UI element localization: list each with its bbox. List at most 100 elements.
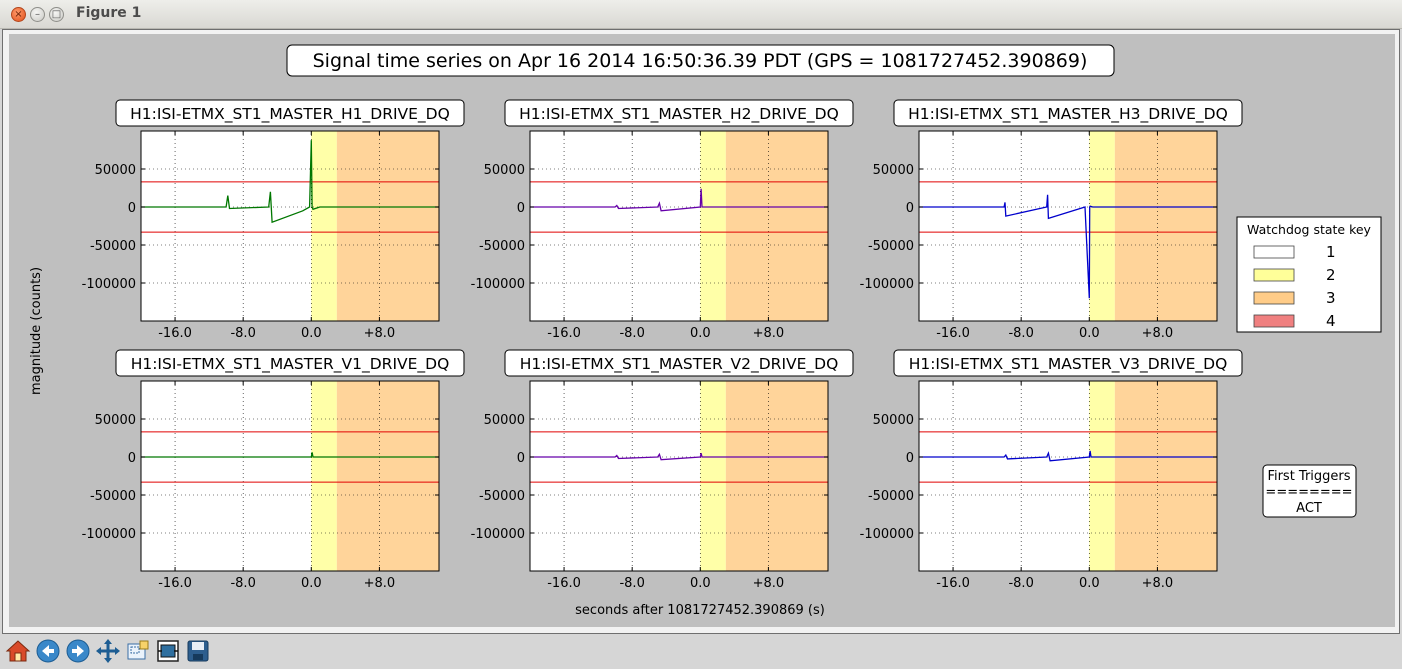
legend-swatch-1 [1253,245,1295,259]
home-button[interactable] [5,638,31,664]
x-tick-label: +8.0 [364,576,396,591]
state-span-3 [1114,381,1217,571]
state-span-2 [1089,381,1115,571]
watchdog-legend: Watchdog state key 1 2 3 4 [1236,216,1382,333]
y-tick-label: -100000 [860,527,914,542]
axes-frame [529,130,829,322]
forward-arrow-icon [66,639,90,663]
window-title: Figure 1 [76,5,142,21]
signal-trace [530,188,828,212]
x-tick-label: +8.0 [364,326,396,341]
maximize-button[interactable]: □ [49,7,64,22]
x-tick-label: -16.0 [158,576,192,591]
y-tick-label: 0 [128,451,136,466]
state-span-3 [336,131,439,321]
subplot-4: -16.0 -8.0 0.0 +8.0 50000 0 -50000 -100000 H1:IS… [82,349,465,591]
subplots-button[interactable] [155,638,181,664]
state-span-2 [311,381,337,571]
subplot-3: -16.0 -8.0 0.0 +8.0 50000 0 -50000 -100000 H1:IS… [860,99,1243,341]
pan-icon [96,639,120,663]
x-tick-label: -16.0 [547,326,581,341]
signal-trace [919,450,1217,462]
subplot-title-box [504,349,854,377]
x-tick-label: -16.0 [936,576,970,591]
y-tick-label: -100000 [471,277,525,292]
y-tick-label: -50000 [479,239,525,254]
legend-label-4: 4 [1326,312,1336,330]
navigation-toolbar [0,634,1402,669]
subplot-5: -16.0 -8.0 0.0 +8.0 50000 0 -50000 -100000 H1:IS… [471,349,854,591]
first-triggers-box: First Triggers ======== ACT [1262,464,1357,518]
subplot-grid: -16.0 -8.0 0.0 +8.0 50000 0 -50000 -100000 H1:IS… [82,99,1243,591]
y-tick-label: -100000 [860,277,914,292]
first-triggers-value: ACT [1296,501,1322,516]
axes-frame [140,130,440,322]
legend-swatch-4 [1253,314,1295,328]
signal-trace [141,452,439,458]
subplot-title: H1:ISI-ETMX_ST1_MASTER_H2_DRIVE_DQ [519,105,839,124]
back-button[interactable] [35,638,61,664]
x-tick-label: -16.0 [547,576,581,591]
x-tick-label: -16.0 [158,326,192,341]
zoom-button[interactable] [125,638,151,664]
subplot-2: -16.0 -8.0 0.0 +8.0 50000 0 -50000 -100000 H1:IS… [471,99,854,341]
y-tick-label: 0 [128,201,136,216]
forward-button[interactable] [65,638,91,664]
save-icon [187,640,209,662]
subplot-title: H1:ISI-ETMX_ST1_MASTER_V1_DRIVE_DQ [131,355,450,374]
x-tick-label: 0.0 [301,576,322,591]
axes-frame [140,380,440,572]
signal-trace [919,194,1217,299]
first-triggers-frame [1262,464,1357,518]
suptitle: Signal time series on Apr 16 2014 16:50:… [313,50,1088,72]
y-tick-label: 50000 [95,163,136,178]
legend-swatch-2 [1253,268,1295,282]
x-tick-label: 0.0 [690,326,711,341]
subplot-title-box [115,99,465,127]
state-span-2 [700,131,726,321]
x-axis-label: seconds after 1081727452.390869 (s) [575,603,825,618]
pan-button[interactable] [95,638,121,664]
y-tick-label: -100000 [471,527,525,542]
close-button[interactable]: × [11,7,26,22]
x-tick-label: -8.0 [230,326,255,341]
x-tick-label: 0.0 [1079,326,1100,341]
y-axis-label: magnitude (counts) [29,267,44,395]
x-tick-label: -8.0 [1008,326,1033,341]
y-tick-label: -100000 [82,527,136,542]
x-tick-label: 0.0 [690,576,711,591]
save-button[interactable] [185,638,211,664]
y-tick-label: 50000 [484,413,525,428]
x-tick-label: 0.0 [301,326,322,341]
y-tick-label: 0 [906,201,914,216]
back-arrow-icon [36,639,60,663]
axes-frame [529,380,829,572]
x-tick-label: +8.0 [1142,576,1174,591]
x-tick-label: -8.0 [1008,576,1033,591]
x-tick-label: +8.0 [753,576,785,591]
y-tick-label: 0 [906,451,914,466]
subplot-title: H1:ISI-ETMX_ST1_MASTER_H1_DRIVE_DQ [130,105,450,124]
signal-trace [141,140,439,224]
subplot-title: H1:ISI-ETMX_ST1_MASTER_H3_DRIVE_DQ [908,105,1228,124]
legend-label-1: 1 [1326,243,1336,261]
window-titlebar: × – □ Figure 1 [0,0,1402,29]
x-tick-label: +8.0 [753,326,785,341]
state-span-2 [1089,131,1115,321]
axes-frame [918,380,1218,572]
home-icon [5,640,31,662]
minimize-button[interactable]: – [30,7,45,22]
y-tick-label: 0 [517,201,525,216]
x-tick-label: +8.0 [1142,326,1174,341]
close-icon: × [14,9,23,20]
state-span-2 [311,131,337,321]
y-tick-label: -50000 [868,239,914,254]
state-span-2 [700,381,726,571]
y-tick-label: -50000 [90,489,136,504]
subplot-title-box [893,349,1243,377]
y-tick-label: 50000 [95,413,136,428]
signal-trace [530,452,828,461]
y-tick-label: -50000 [90,239,136,254]
axes-frame [918,130,1218,322]
